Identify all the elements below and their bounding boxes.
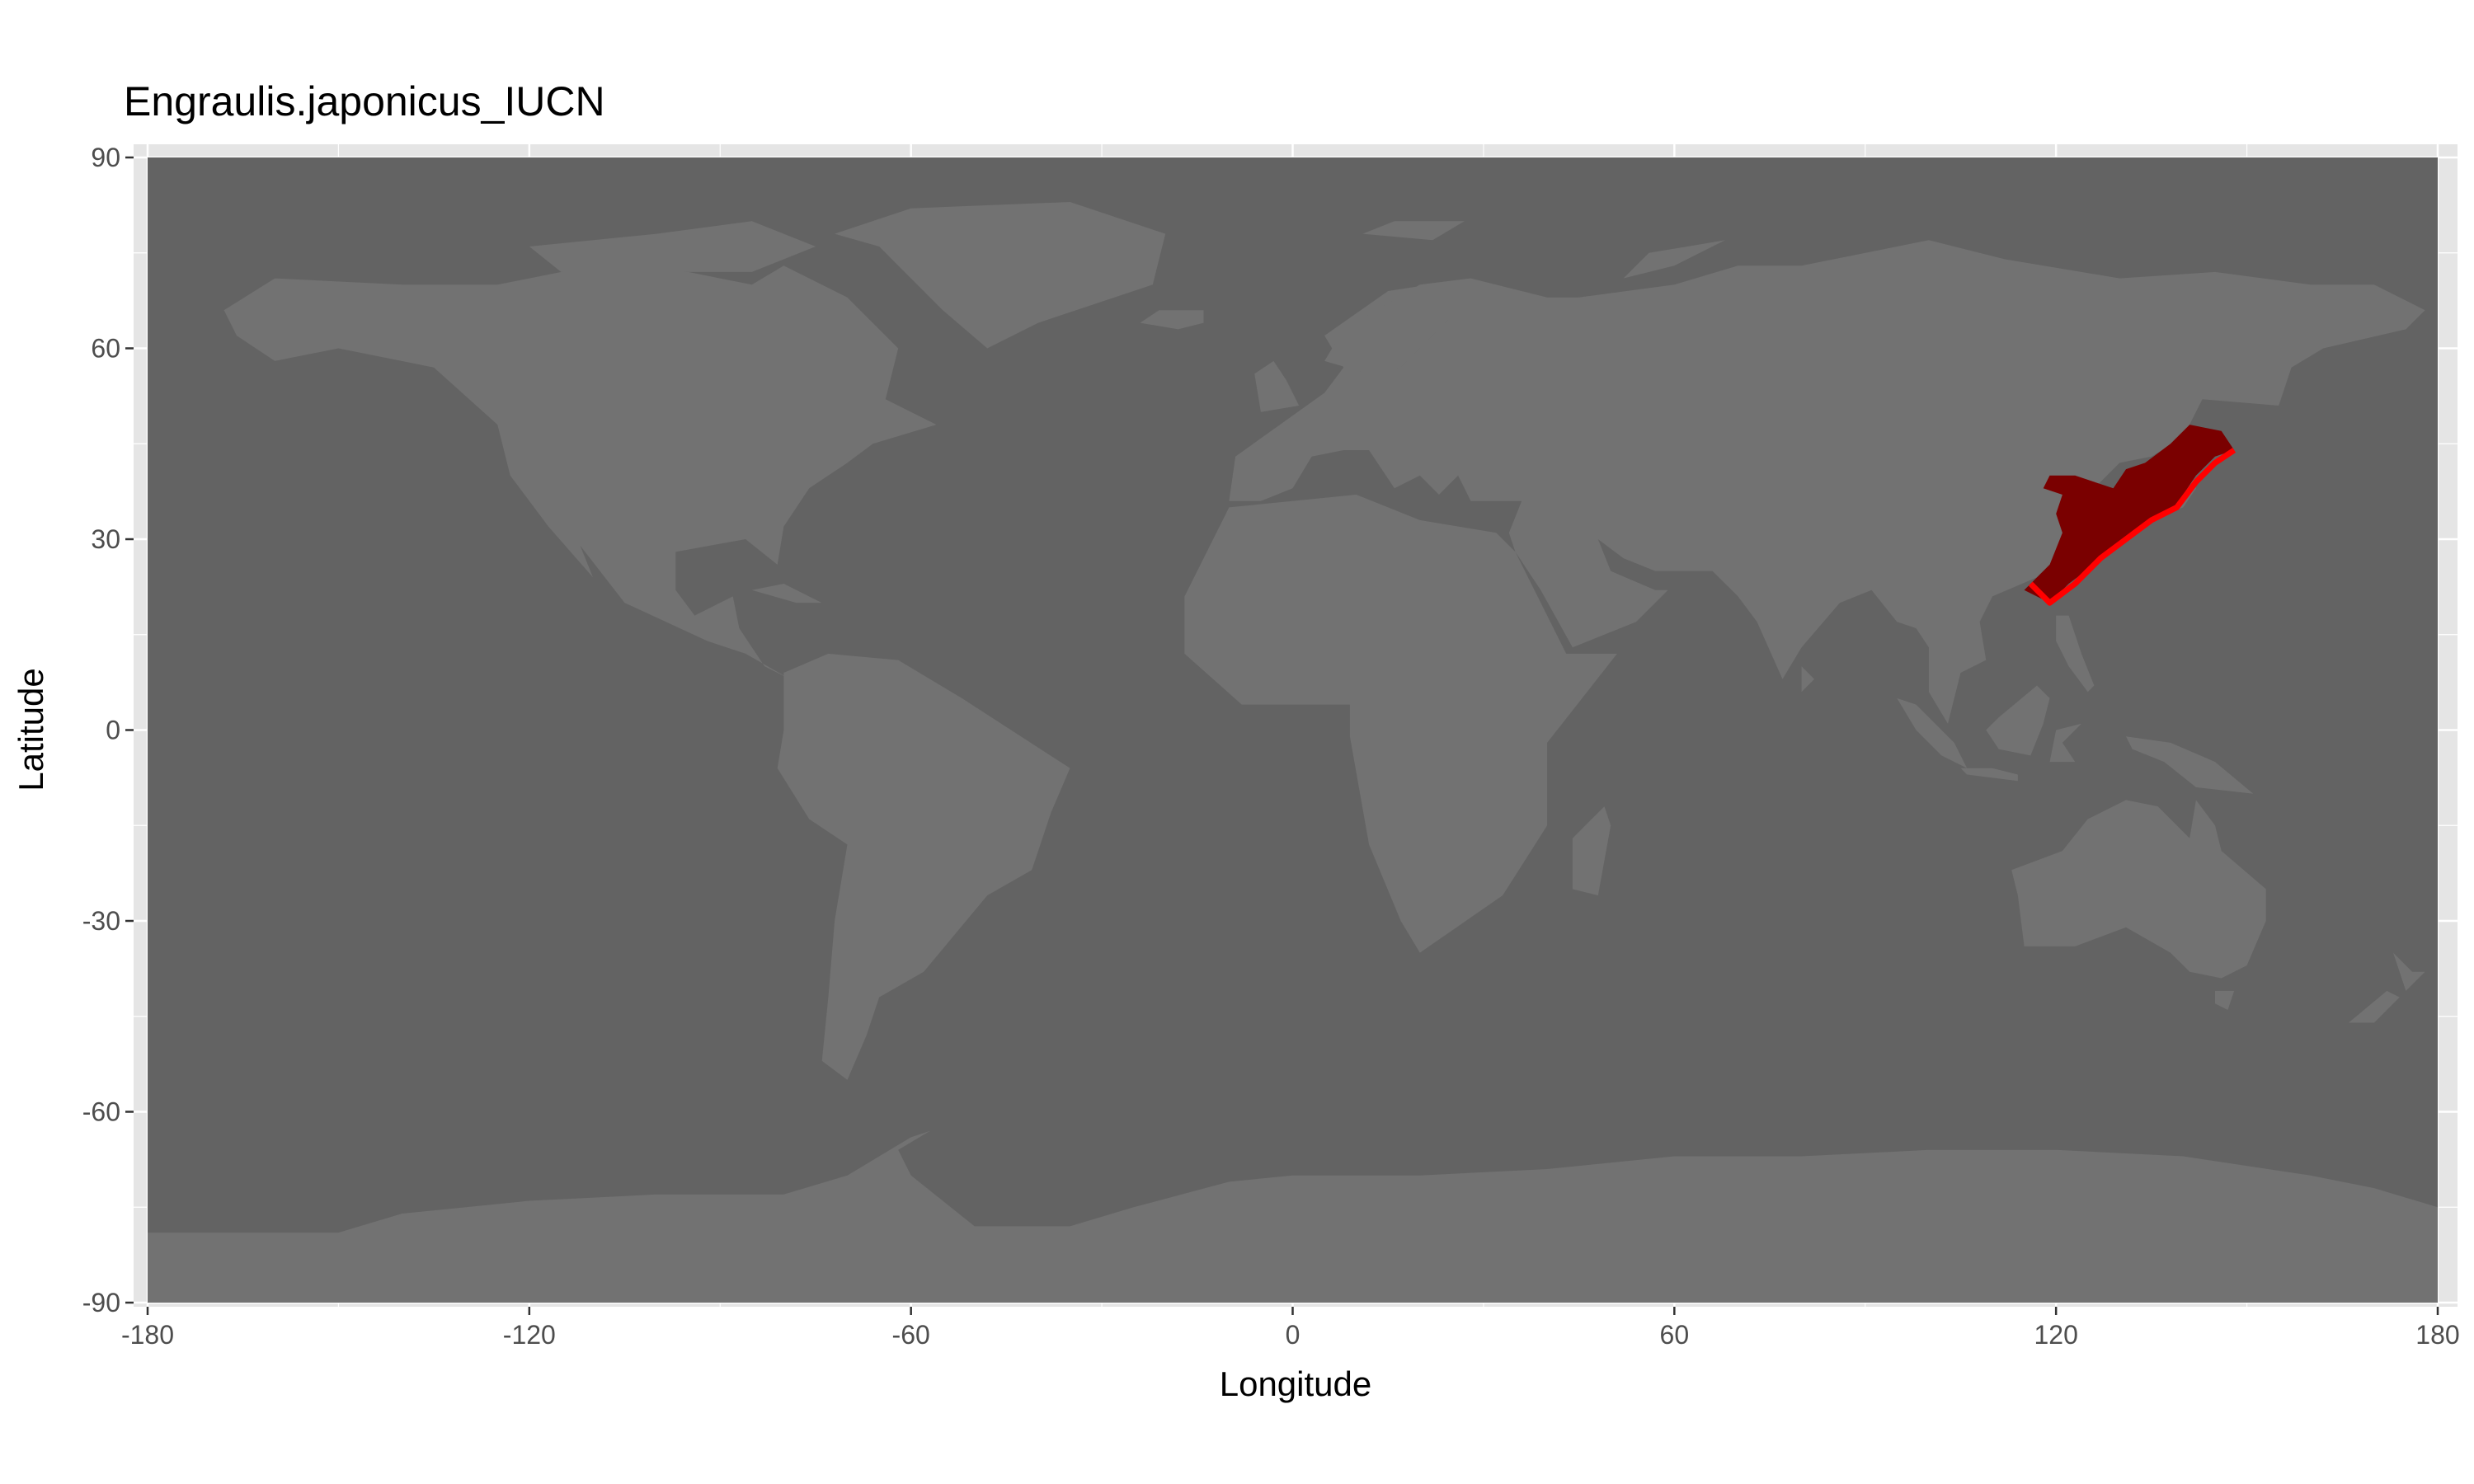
species-range-layer: [2024, 425, 2236, 606]
land-java: [1960, 768, 2018, 782]
x-axis: -180 -120 -60 0 60 120 180: [121, 1307, 2460, 1350]
x-tick-label: -180: [121, 1320, 174, 1350]
y-tick-label: 90: [91, 143, 120, 172]
land-novaya-zemlya: [1623, 240, 1725, 279]
land-sumatra: [1897, 697, 1968, 768]
land-australia: [2011, 800, 2266, 979]
land-borneo: [1986, 685, 2050, 756]
x-tick-label: 0: [1286, 1320, 1300, 1350]
x-tick-label: 180: [2415, 1320, 2459, 1350]
x-tick-label: -60: [892, 1320, 930, 1350]
land-iceland: [1140, 310, 1204, 330]
y-tick-label: 30: [91, 524, 120, 554]
y-tick-label: -90: [82, 1288, 120, 1317]
land-eurasia: [1229, 240, 2425, 724]
land-africa: [1184, 495, 1617, 953]
chart-title: Engraulis.japonicus_IUCN: [124, 78, 605, 124]
land-south-america: [777, 653, 1070, 1080]
land-antarctica: [148, 1130, 2438, 1303]
x-axis-title: Longitude: [1220, 1364, 1372, 1403]
land-svalbard: [1362, 221, 1465, 241]
y-tick-label: -30: [82, 906, 120, 936]
y-axis: 90 60 30 0 -30 -60 -90: [82, 143, 134, 1317]
land-great-britain: [1254, 360, 1300, 412]
land-sulawesi: [2049, 723, 2081, 763]
land-greenland: [835, 202, 1166, 349]
x-tick-label: -120: [503, 1320, 556, 1350]
land-north-america: [223, 265, 937, 679]
x-tick-label: 60: [1660, 1320, 1690, 1350]
land-tasmania: [2215, 990, 2235, 1010]
y-tick-label: 0: [106, 716, 120, 745]
y-axis-title: Latitude: [12, 668, 50, 791]
land-new-zealand-north: [2393, 952, 2425, 991]
land-new-guinea: [2126, 736, 2254, 794]
land-canadian-arctic: [529, 221, 816, 272]
land-philippines: [2056, 615, 2095, 693]
species-range-core: [2024, 425, 2235, 603]
land-layer: [148, 202, 2438, 1303]
land-new-zealand-south: [2349, 990, 2400, 1023]
land-cuba: [751, 584, 822, 603]
land-madagascar: [1572, 806, 1611, 896]
species-range-edge: [2028, 448, 2236, 606]
land-scandinavia-north: [1324, 278, 1484, 374]
y-tick-label: 60: [91, 334, 120, 364]
x-tick-label: 120: [2034, 1320, 2077, 1350]
y-tick-label: -60: [82, 1097, 120, 1127]
land-sri-lanka: [1801, 666, 1814, 693]
